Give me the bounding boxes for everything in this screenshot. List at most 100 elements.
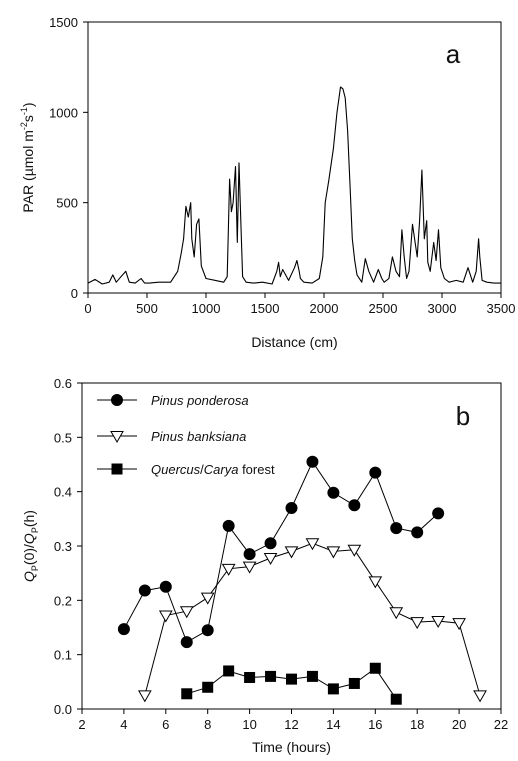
data-point	[201, 624, 214, 637]
x-tick-label: 16	[368, 717, 382, 732]
x-tick-label: 6	[162, 717, 169, 732]
y-tick-label: 0.0	[54, 702, 72, 717]
panel-a-par-distance-chart: 0 500 1000 1500 2000 2500 3000 3500 0 500 1000 1500…	[19, 15, 515, 350]
data-point	[202, 681, 214, 693]
data-point	[306, 670, 318, 682]
data-point	[305, 538, 320, 551]
x-tick-label: 10	[242, 717, 256, 732]
data-point	[222, 519, 235, 532]
data-point	[347, 544, 362, 557]
plot-frame	[87, 21, 502, 294]
series-1	[137, 538, 487, 703]
data-point	[117, 623, 130, 636]
y-axis-label: QP(0)/QP(h)	[21, 510, 40, 582]
legend-marker	[110, 431, 124, 444]
data-point	[348, 677, 360, 689]
y-tick-label: 0.3	[54, 539, 72, 554]
data-point	[264, 537, 277, 550]
data-point	[179, 606, 194, 619]
panel-b-qp-ratio-time-chart: 2 4 6 8 10 12 14 16 18 20 22 0.0 0.1 0.2 0.3 0.4 0.5 0.6 T…	[21, 376, 508, 755]
x-tick-label: 20	[452, 717, 466, 732]
y-tick-label: 500	[56, 196, 78, 211]
y-tick-label: 0.5	[54, 430, 72, 445]
legend-item-1: Pinus banksiana	[97, 429, 246, 444]
x-tick-label: 3000	[428, 301, 457, 316]
x-tick-label: 2500	[369, 301, 398, 316]
data-point	[326, 546, 341, 559]
data-point	[223, 665, 235, 677]
legend-marker	[111, 394, 123, 406]
data-point	[410, 617, 425, 630]
series-line	[123, 460, 439, 643]
data-point	[244, 671, 256, 683]
data-point	[284, 546, 299, 559]
x-tick-label: 4	[120, 717, 127, 732]
data-point	[369, 662, 381, 674]
y-tick-label: 1500	[49, 15, 78, 30]
data-point	[137, 690, 152, 703]
plot-frame	[81, 382, 502, 710]
par-series-line	[87, 86, 501, 285]
data-point	[369, 466, 382, 479]
data-point	[243, 548, 256, 561]
data-point	[473, 690, 487, 703]
y-tick-label: 0.4	[54, 485, 72, 500]
x-tick-label: 8	[204, 717, 211, 732]
legend: Pinus ponderosa Pinus banksiana Quercus/Ca…	[97, 393, 275, 477]
y-tick-label: 0.1	[54, 648, 72, 663]
data-point	[158, 610, 173, 623]
data-point	[327, 486, 340, 499]
data-point	[411, 526, 424, 539]
y-tick-label: 0.2	[54, 593, 72, 608]
x-tick-label: 18	[410, 717, 424, 732]
legend-label: Pinus ponderosa	[151, 393, 249, 408]
data-point	[327, 683, 339, 695]
data-point	[286, 673, 297, 685]
y-tick-label: 0.6	[54, 376, 72, 391]
data-point	[389, 607, 404, 620]
data-point	[200, 592, 215, 605]
data-point	[431, 615, 446, 628]
data-point	[432, 507, 445, 520]
x-tick-label: 500	[136, 301, 158, 316]
x-tick-label: 0	[84, 301, 91, 316]
panel-label: b	[456, 401, 470, 431]
series-2	[181, 662, 402, 705]
x-tick-label: 1500	[251, 301, 280, 316]
y-axis-label: PAR (µmol m-2s-1)	[19, 102, 36, 212]
data-point	[242, 561, 257, 574]
data-point	[181, 688, 193, 700]
data-point	[368, 576, 383, 589]
data-point	[263, 552, 278, 565]
data-point	[265, 670, 277, 682]
legend-label: Quercus/Carya forest	[151, 462, 275, 477]
x-tick-label: 3500	[487, 301, 516, 316]
data-point	[390, 522, 403, 535]
x-tick-label: 12	[284, 717, 298, 732]
panel-label: a	[446, 39, 461, 69]
x-tick-label: 2000	[310, 301, 339, 316]
data-point	[138, 584, 151, 597]
series-0	[117, 455, 445, 649]
data-point	[180, 636, 193, 649]
x-tick-label: 22	[494, 717, 508, 732]
data-point	[285, 501, 298, 514]
x-tick-label: 1000	[192, 301, 221, 316]
y-tick-label: 1000	[49, 105, 78, 120]
y-tick-label: 0	[71, 286, 78, 301]
data-point	[221, 563, 236, 576]
x-tick-label: 14	[326, 717, 340, 732]
legend-label: Pinus banksiana	[151, 429, 246, 444]
data-point	[306, 455, 319, 468]
x-tick-label: 2	[78, 717, 85, 732]
x-axis-label: Distance (cm)	[251, 334, 337, 350]
data-point	[390, 693, 402, 705]
legend-item-0: Pinus ponderosa	[97, 393, 249, 408]
x-axis-label: Time (hours)	[252, 739, 331, 755]
legend-marker	[111, 463, 123, 475]
data-point	[452, 618, 466, 631]
legend-item-2: Quercus/Carya forest	[97, 462, 275, 477]
data-point	[348, 499, 361, 512]
data-point	[159, 580, 172, 593]
